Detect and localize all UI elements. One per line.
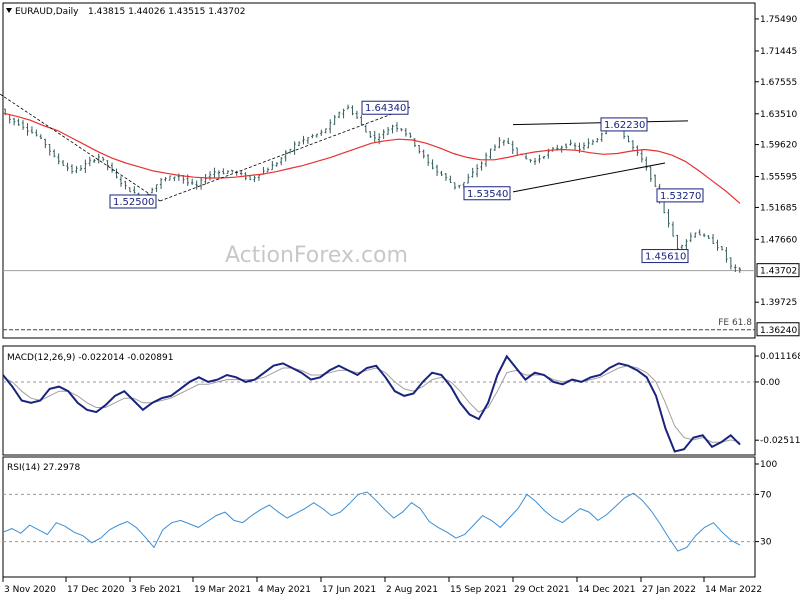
x-axis: 3 Nov 2020 17 Dec 2020 3 Feb 2021 19 Mar 20… <box>2 577 762 595</box>
price-ohlc-values: 1.43815 1.44026 1.43515 1.43702 <box>88 7 245 17</box>
price-tick-label: 1.51685 <box>760 203 797 213</box>
rsi-frame <box>2 456 756 578</box>
dropdown-triangle-icon <box>6 8 12 13</box>
price-label: 1.62230 <box>604 120 645 131</box>
price-tick-label: 1.39725 <box>760 298 797 308</box>
price-label: 1.45610 <box>645 252 686 263</box>
dashed-trendline <box>0 93 161 202</box>
price-label: 1.53270 <box>660 191 701 202</box>
x-tick-label: 14 Dec 2021 <box>578 585 636 595</box>
x-tick-label: 3 Nov 2020 <box>4 585 56 595</box>
macd-frame <box>2 345 756 456</box>
dashed-channel-line <box>159 106 411 202</box>
rsi-title: RSI(14) 27.2978 <box>7 463 80 473</box>
price-label-box <box>361 100 409 115</box>
x-tick-label: 4 May 2021 <box>258 585 311 595</box>
x-tick-label: 29 Oct 2021 <box>514 585 570 595</box>
x-tick-label: 17 Dec 2020 <box>67 585 125 595</box>
price-tick-label: 1.63510 <box>760 110 797 120</box>
rsi-panel: 100 70 30 RSI(14) 27.2978 <box>2 456 777 578</box>
price-line-label: 1.43702 <box>760 267 797 277</box>
lower-trendline <box>512 162 666 193</box>
price-tick-label: 1.71445 <box>760 47 797 57</box>
price-label-box <box>656 188 704 203</box>
macd-panel: 0.011168 0.00 -0.025117 MACD(12,26,9) -0.02… <box>2 345 800 456</box>
x-tick-label: 27 Jan 2022 <box>642 585 696 595</box>
price-label: 1.52500 <box>113 197 154 208</box>
price-label: 1.64340 <box>365 103 406 114</box>
price-tick-label: 1.67555 <box>760 78 797 88</box>
price-line-label-box <box>756 263 800 278</box>
x-tick-label: 3 Feb 2021 <box>131 585 181 595</box>
rsi-line <box>2 491 741 552</box>
price-tick-label: 1.75490 <box>760 15 797 25</box>
x-tick-label: 2 Aug 2021 <box>386 585 438 595</box>
price-label: 1.53540 <box>467 189 508 200</box>
price-frame <box>2 2 756 339</box>
price-line-label-box <box>756 322 800 337</box>
macd-signal-line <box>2 365 741 443</box>
price-tick-label: 1.47660 <box>760 235 797 245</box>
rsi-tick-label: 100 <box>760 460 777 470</box>
price-label-box <box>641 249 689 264</box>
price-tick-label: 1.59620 <box>760 141 797 151</box>
macd-title: MACD(12,26,9) -0.022014 -0.020891 <box>7 353 173 363</box>
macd-tick-label: -0.025117 <box>760 436 800 446</box>
x-tick-label: 17 Jun 2021 <box>322 585 376 595</box>
rsi-tick-label: 30 <box>760 538 772 548</box>
macd-tick-label: 0.011168 <box>760 352 800 362</box>
rsi-tick-label: 70 <box>760 490 772 500</box>
price-panel: 1.75490 1.71445 1.67555 1.63510 1.59620 1.555… <box>0 2 800 339</box>
price-label-box <box>600 117 648 132</box>
fibonacci-annotation: FE 61.8 <box>718 318 752 328</box>
x-tick-label: 14 Mar 2022 <box>705 585 762 595</box>
watermark: ActionForex.com <box>225 243 408 268</box>
price-tick-label: 1.55595 <box>760 172 797 182</box>
price-label-box <box>109 194 157 209</box>
moving-average-line <box>2 112 741 204</box>
x-tick-label: 19 Mar 2021 <box>194 585 251 595</box>
macd-tick-label: 0.00 <box>760 378 780 388</box>
macd-line <box>2 354 741 453</box>
price-label-box <box>463 186 511 201</box>
price-chart-title: EURAUD,Daily <box>15 7 79 17</box>
x-tick-label: 15 Sep 2021 <box>450 585 507 595</box>
price-line-label: 1.36240 <box>760 326 797 336</box>
